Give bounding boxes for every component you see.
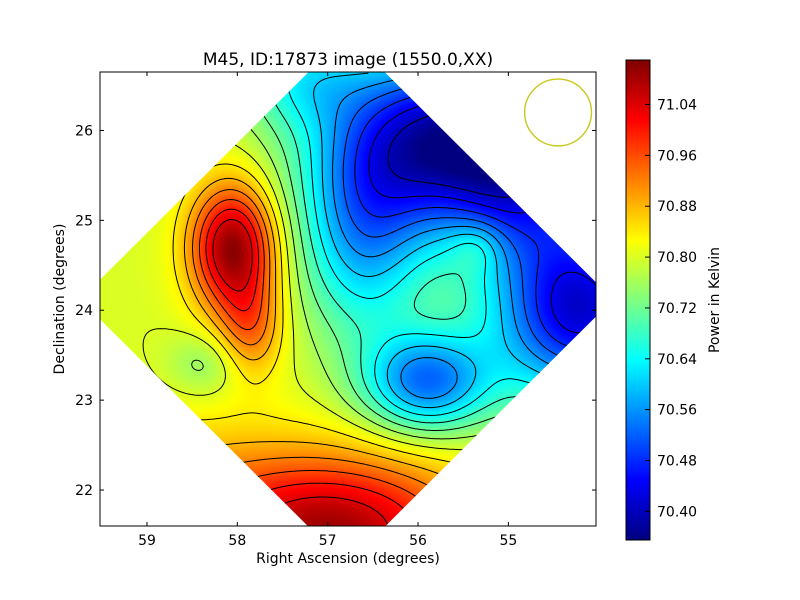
x-tick-label: 58 [228, 533, 246, 549]
x-axis-label: Right Ascension (degrees) [256, 551, 440, 567]
y-tick-label: 23 [75, 393, 93, 409]
x-tick-label: 57 [319, 533, 337, 549]
y-tick-label: 25 [75, 213, 93, 229]
colorbar-tick-label: 70.64 [657, 352, 697, 368]
colorbar-tick-label: 70.40 [657, 504, 697, 520]
colorbar-label: Power in Kelvin [707, 247, 723, 353]
colorbar-tick-label: 70.48 [657, 454, 697, 470]
x-tick-label: 59 [138, 533, 156, 549]
y-axis-ticks: 22 23 24 25 26 [75, 123, 596, 499]
colorbar-tick-label: 70.56 [657, 403, 697, 419]
chart-title: M45, ID:17873 image (1550.0,XX) [203, 50, 493, 70]
x-tick-label: 55 [499, 533, 517, 549]
axes-frame [99, 71, 597, 527]
y-tick-label: 26 [75, 123, 93, 139]
colorbar-ticks: 70.40 70.48 70.56 70.64 70.72 70.80 70.88 70.96… [645, 98, 697, 520]
colorbar-tick-label: 71.04 [657, 98, 697, 114]
colorbar: 70.40 70.48 70.56 70.64 70.72 70.80 70.88 70.96… [625, 59, 723, 541]
colorbar-tick-label: 70.72 [657, 301, 697, 317]
x-axis-ticks: 59 58 57 56 55 [138, 72, 517, 549]
x-tick-label: 56 [409, 533, 427, 549]
y-tick-label: 22 [75, 483, 93, 499]
colorbar-tick-label: 70.88 [657, 199, 697, 215]
y-tick-label: 24 [75, 303, 93, 319]
colorbar-tick-label: 70.96 [657, 148, 697, 164]
colorbar-tick-label: 70.80 [657, 250, 697, 266]
colorbar-gradient [626, 60, 650, 540]
colorbar-frame [625, 59, 651, 541]
y-axis-label: Declination (degrees) [52, 224, 68, 375]
beam-circle [523, 78, 593, 147]
